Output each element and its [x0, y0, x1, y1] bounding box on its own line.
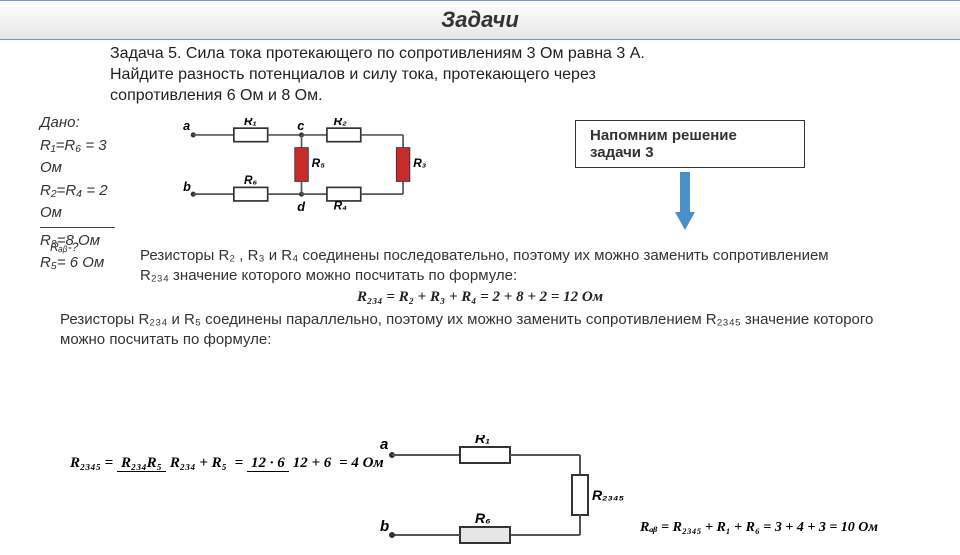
- circuit-diagram-2: a b R₁ R₆ R₂₃₄₅: [380, 435, 660, 555]
- c2-R6: R₆: [475, 510, 491, 526]
- label-a: a: [183, 119, 190, 133]
- formula-3: Rₐᵦ = R₂₃₄₅ + R₁ + R₆ = 3 + 4 + 3 = 10 О…: [640, 520, 878, 536]
- label-R1: R₁: [244, 118, 257, 128]
- circuit-diagram-1: a b c d R₁ R₂ R₃ R₄ R₅ R₆: [160, 118, 460, 228]
- label-d: d: [297, 200, 305, 214]
- content-area: Задача 5. Сила тока протекающего по сопр…: [0, 40, 960, 357]
- formula-1: R₂₃₄ = R₂ + R₃ + R₄ = 2 + 8 + 2 = 12 Ом: [20, 289, 940, 306]
- page-header: Задачи: [0, 0, 960, 40]
- page-title: Задачи: [441, 7, 519, 32]
- label-c: c: [297, 119, 304, 133]
- c2-R1: R₁: [475, 435, 490, 446]
- label-R2: R₂: [334, 118, 348, 128]
- note-l1: Напомним решение: [590, 127, 737, 144]
- label-R4: R₄: [334, 198, 348, 212]
- label-R3: R₃: [413, 156, 427, 170]
- problem-line1: Задача 5. Сила тока протекающего по сопр…: [110, 45, 645, 62]
- label-b: b: [183, 180, 191, 194]
- c2-R2345: R₂₃₄₅: [592, 487, 624, 503]
- explanation-1: Резисторы R₂ , R₃ и R₄ соединены последо…: [140, 246, 850, 285]
- label-R5: R₅: [312, 156, 326, 170]
- c2-b: b: [380, 518, 389, 535]
- given-title: Дано:: [40, 112, 115, 135]
- given-l4: Ом: [40, 202, 115, 225]
- c2-a: a: [380, 436, 388, 453]
- problem-line2: Найдите разность потенциалов и силу тока…: [110, 66, 596, 83]
- given-divider: [40, 227, 115, 228]
- formula-2: R₂₃₄₅ = R₂₃₄R₅R₂₃₄ + R₅ = 12 · 612 + 6 =…: [70, 455, 384, 472]
- note-l2: задачи 3: [590, 144, 654, 161]
- given-l6: Rₐᵦ-?: [50, 238, 78, 256]
- given-l3: R₂=R₄ = 2: [40, 180, 115, 203]
- problem-line3: сопротивления 6 Ом и 8 Ом.: [110, 87, 323, 104]
- label-R6: R₆: [244, 173, 258, 187]
- problem-statement: Задача 5. Сила тока протекающего по сопр…: [110, 44, 940, 106]
- given-block: Дано: R₁=R₆ = 3 Ом R₂=R₄ = 2 Ом R₃=8 Ом …: [40, 112, 115, 275]
- explanation-2: Резисторы R₂₃₄ и R₅ соединены параллельн…: [60, 310, 880, 349]
- arrow-down-icon: [670, 172, 700, 232]
- given-l2: Ом: [40, 157, 115, 180]
- note-box: Напомним решение задачи 3: [575, 120, 805, 168]
- given-l1: R₁=R₆ = 3: [40, 135, 115, 158]
